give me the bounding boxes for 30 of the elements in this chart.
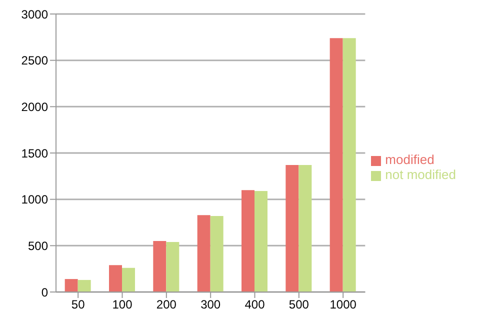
bar — [153, 241, 166, 292]
x-tick-label: 100 — [112, 298, 133, 312]
y-tick-label: 1500 — [21, 146, 48, 160]
y-tick-label: 0 — [41, 285, 48, 300]
x-tick-label: 400 — [244, 298, 266, 312]
bar — [166, 242, 180, 292]
bar — [109, 265, 122, 292]
bar — [78, 280, 91, 292]
x-tick-label: 200 — [156, 298, 177, 312]
y-tick-label: 500 — [28, 238, 48, 253]
y-tick-label: 2500 — [21, 54, 48, 68]
y-tick-label: 3000 — [21, 7, 48, 22]
x-tick-label: 1000 — [330, 298, 357, 312]
bar — [210, 216, 224, 292]
bar — [64, 279, 78, 292]
bar — [286, 165, 299, 292]
bar — [242, 190, 255, 292]
y-tick-label: 1000 — [21, 192, 48, 207]
bar — [254, 190, 268, 292]
legend-label: not modified — [385, 167, 456, 182]
x-tick-label: 500 — [288, 298, 310, 312]
bar — [330, 38, 343, 292]
y-tick-label: 2000 — [21, 100, 48, 114]
legend-label: modified — [385, 152, 434, 167]
bar — [197, 215, 210, 292]
bar — [342, 38, 356, 292]
x-tick-label: 50 — [71, 298, 86, 312]
x-tick-label: 300 — [200, 298, 221, 312]
bar — [122, 268, 135, 292]
bar — [298, 165, 312, 292]
